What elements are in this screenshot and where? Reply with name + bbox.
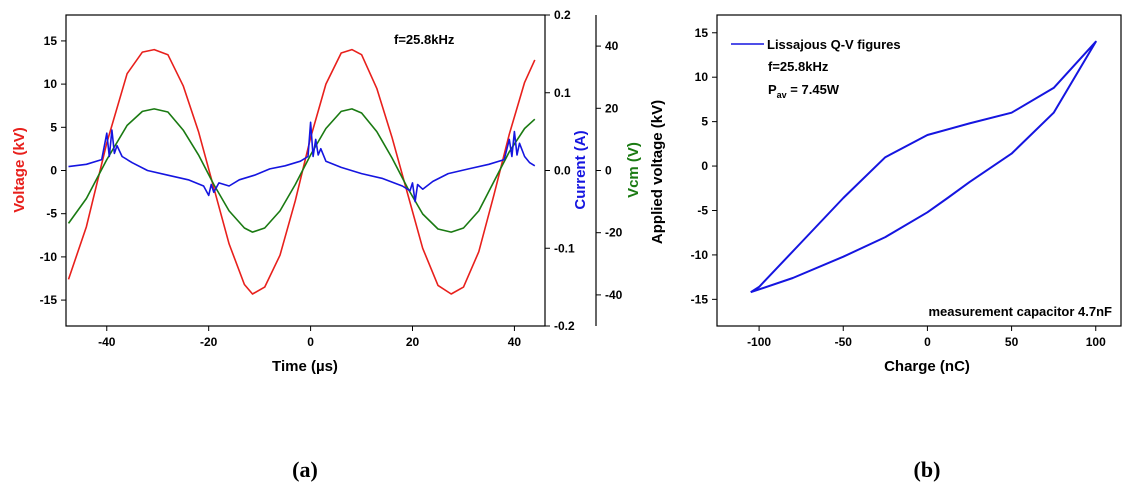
panel-a-series-group (67, 48, 536, 295)
panel-b-y-ticks: -15 -10 -5 0 5 10 15 (691, 26, 717, 306)
vcm-tick-label: 20 (605, 101, 619, 115)
vcm-tick-label: 0 (605, 164, 612, 178)
panel-b-label: (b) (914, 457, 941, 482)
voltage-tick-label: 15 (44, 34, 58, 48)
panel-b-capacitor-annotation: measurement capacitor 4.7nF (928, 304, 1112, 319)
current-tick-label: 0.1 (554, 86, 571, 100)
panel-b-legend-label: Lissajous Q-V figures (767, 37, 901, 52)
panel-a-vcm-axis-label: Vcm (V) (625, 142, 642, 198)
voltage-tick-label: 5 (50, 120, 57, 134)
panel-b-y-axis-label: Applied voltage (kV) (649, 100, 666, 244)
voltage-tick-label: -10 (40, 250, 58, 264)
y-tick-label: -5 (697, 203, 708, 217)
vcm-tick-label: 40 (605, 39, 619, 53)
voltage-tick-label: 0 (50, 164, 57, 178)
panel-a-plot-frame (65, 14, 546, 327)
panel-b-power-subscript: av (777, 90, 787, 100)
y-tick-label: -15 (691, 292, 709, 306)
x-tick-label: 40 (508, 335, 522, 349)
voltage-tick-label: -15 (40, 293, 58, 307)
y-tick-label: 5 (701, 115, 708, 129)
series-line-current (68, 121, 536, 203)
vcm-tick-label: -20 (605, 226, 623, 240)
series-line-voltage (67, 48, 536, 295)
panel-b-series-group (750, 40, 1097, 294)
x-tick-label: -100 (747, 335, 771, 349)
panel-a-current-axis-label: Current (A) (572, 130, 589, 209)
panel-b-plot-frame (716, 14, 1122, 327)
panel-a-x-axis-label: Time (µs) (272, 358, 338, 375)
x-tick-label: 0 (924, 335, 931, 349)
current-tick-label: -0.1 (554, 241, 575, 255)
current-tick-label: 0.2 (554, 8, 571, 22)
voltage-tick-label: -5 (46, 207, 57, 221)
panel-b-power-symbol: P (768, 82, 777, 97)
panel-b-frequency-annotation: f=25.8kHz (768, 59, 829, 74)
voltage-tick-label: 10 (44, 77, 58, 91)
x-tick-label: -40 (98, 335, 116, 349)
panel-a-x-ticks: -40 -20 0 20 40 (98, 326, 521, 349)
vcm-tick-label: -40 (605, 288, 623, 302)
x-tick-label: 20 (406, 335, 420, 349)
panel-b-x-axis-label: Charge (nC) (884, 358, 970, 375)
y-tick-label: 0 (701, 159, 708, 173)
series-line-lissajous (750, 40, 1097, 294)
panel-a-chart: -40 -20 0 20 40 -15 -10 -5 0 5 10 15 -0.2 -0.1 0.0 0.… (11, 8, 642, 482)
panel-a-label: (a) (292, 457, 318, 482)
y-tick-label: 15 (695, 26, 709, 40)
x-tick-label: 50 (1005, 335, 1019, 349)
panel-b-x-ticks: -100 -50 0 50 100 (747, 326, 1106, 349)
x-tick-label: 0 (307, 335, 314, 349)
panel-b-power-value: = 7.45W (787, 82, 840, 97)
current-tick-label: 0.0 (554, 164, 571, 178)
panel-a-vcm-ticks: -40 -20 0 20 40 (596, 39, 623, 302)
panel-a-voltage-axis-label: Voltage (kV) (11, 127, 28, 213)
x-tick-label: 100 (1086, 335, 1106, 349)
panel-a-voltage-ticks: -15 -10 -5 0 5 10 15 (40, 34, 66, 307)
panel-a-current-ticks: -0.2 -0.1 0.0 0.1 0.2 (545, 8, 575, 333)
current-tick-label: -0.2 (554, 319, 575, 333)
x-tick-label: -50 (835, 335, 853, 349)
y-tick-label: -10 (691, 248, 709, 262)
series-line-vcm (67, 108, 536, 233)
panel-a-frequency-annotation: f=25.8kHz (394, 32, 455, 47)
y-tick-label: 10 (695, 70, 709, 84)
x-tick-label: -20 (200, 335, 218, 349)
panel-b-power-annotation: Pav = 7.45W (768, 82, 840, 100)
